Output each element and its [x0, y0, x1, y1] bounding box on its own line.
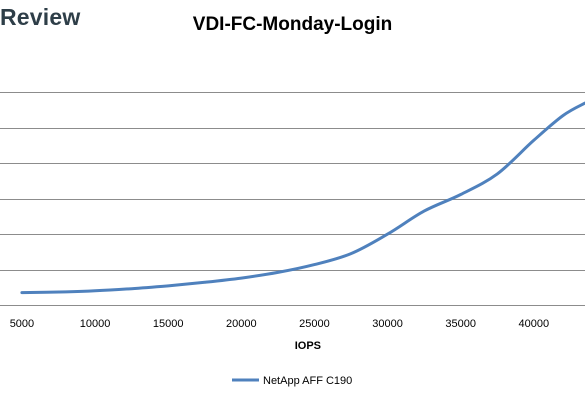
x-tick-labels: 5000 10000 15000 20000 25000 30000 35000 40000	[10, 318, 549, 330]
x-tick-label: 40000	[519, 318, 550, 330]
x-tick-label: 25000	[299, 318, 330, 330]
legend-label: NetApp AFF C190	[263, 375, 352, 387]
series-lines	[20, 101, 585, 295]
x-tick-label: 5000	[10, 318, 34, 330]
gridlines	[0, 92, 585, 306]
chart-title: VDI-FC-Monday-Login	[192, 14, 393, 35]
x-tick-label: 20000	[226, 318, 257, 330]
x-axis-title: IOPS	[295, 340, 321, 352]
x-tick-label: 15000	[153, 318, 184, 330]
legend: NetApp AFF C190	[232, 375, 352, 387]
x-tick-label: 30000	[372, 318, 403, 330]
series-line-0	[20, 101, 585, 295]
x-tick-label: 35000	[445, 318, 476, 330]
brand-logo-text: Review	[0, 4, 81, 30]
x-tick-label: 10000	[80, 318, 111, 330]
